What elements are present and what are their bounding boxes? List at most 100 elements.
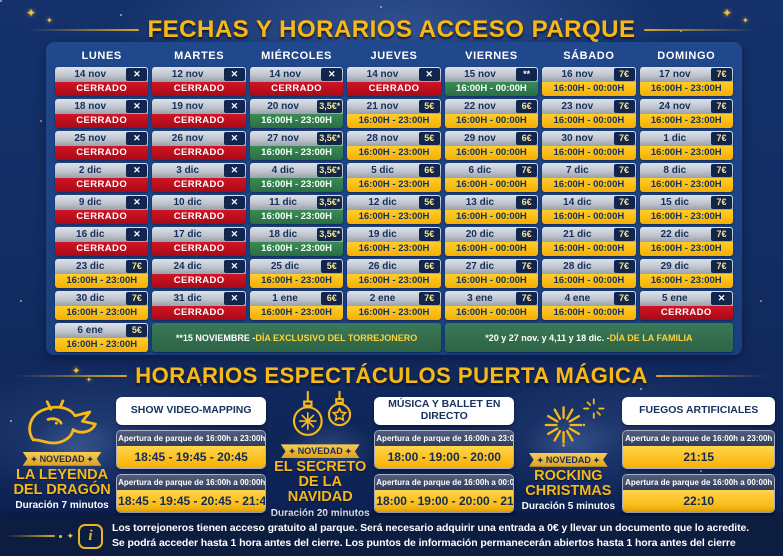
schedule-entry: Apertura de parque de 16:00h a 23:00h 18:… [374,430,515,469]
calendar-cell: 14 nov ✕ CERRADO [249,67,344,96]
novedad-label: NOVEDAD [297,446,343,457]
cell-date: 9 dic [78,197,102,208]
cell-date-bar: 14 nov ✕ [347,67,441,82]
price-badge: 7€ [126,292,148,305]
calendar-cell: 22 dic 7€ 16:00H - 23:00H [639,227,733,256]
asterisk-badge: ** [516,68,538,81]
closed-x-badge: ✕ [223,196,245,209]
show-schedule-3: FUEGOS ARTIFICIALES Apertura de parque de… [622,397,775,513]
cell-date-bar: 22 dic 7€ [639,227,733,242]
footnote-highlight: DÍA EXCLUSIVO DEL TORREJONERO [255,332,418,343]
day-header-miércoles: MIÉRCOLES [261,50,332,62]
closed-x-badge: ✕ [126,132,148,145]
cell-date: 25 dic [270,261,300,272]
opening-hours-label: 16:00H - 00:00H [542,146,636,160]
price-badge: 7€ [516,164,538,177]
opening-hours-label: 16:00H - 00:00H [444,306,539,320]
show-title-line: LA LEYENDA [16,466,109,483]
cell-date: 3 ene [467,293,493,304]
cell-date-bar: 26 dic 6€ [347,259,441,274]
calendar-cell: 4 dic 3,5€* 16:00H - 23:00H [249,163,344,192]
calendar-cell: 20 dic 6€ 16:00H - 00:00H [444,227,539,256]
day-header-viernes: VIERNES [465,50,518,62]
show-schedule-2: MÚSICA Y BALLET EN DIRECTO Apertura de pa… [374,397,515,513]
cell-date: 10 dic [173,197,202,208]
calendar-cell: 3 ene 7€ 16:00H - 00:00H [444,291,539,320]
cell-date: 15 nov [464,69,496,80]
show-title: LA LEYENDA DEL DRAGÓN [13,466,110,498]
sparkle-icon: ✦ [66,530,74,541]
schedule-header: SHOW VIDEO-MAPPING [116,397,267,425]
title-line-decoration [27,29,140,31]
closed-x-badge: ✕ [126,68,148,81]
closed-label: CERRADO [55,178,149,192]
calendar-cell: 13 dic 6€ 16:00H - 00:00H [444,195,539,224]
price-badge: 7€ [711,100,732,113]
cell-date-bar: 7 dic 7€ [542,163,636,178]
opening-hours-label: 16:00H - 23:00H [249,114,344,128]
cell-date: 27 dic [465,261,495,272]
opening-hours-label: 16:00H - 00:00H [444,146,539,160]
day-header-martes: MARTES [174,50,225,62]
cell-date: 18 dic [268,229,298,240]
calendar-cell: 12 nov ✕ CERRADO [152,67,246,96]
opening-hours-label: 16:00H - 00:00H [542,82,636,96]
cell-date: 11 dic [269,197,297,208]
footnote-highlight: DÍA DE LA FAMILIA [609,332,693,343]
schedule-entry-times: 22:10 [623,490,774,512]
calendar-cell: 22 nov 6€ 16:00H - 00:00H [444,99,539,128]
closed-x-badge: ✕ [126,228,148,241]
cell-date-bar: 14 nov ✕ [55,67,149,82]
calendar-cell: 6 ene 5€ 16:00H - 23:00H [55,323,149,352]
dragon-icon [19,399,105,451]
schedule-entry: Apertura de parque de 16:00h a 23:00h 21:… [622,430,775,469]
cell-date-bar: 6 dic 7€ [444,163,539,178]
show-title: EL SECRETO DE LA NAVIDAD [266,460,374,504]
cell-date-bar: 27 nov 3,5€* [249,131,344,146]
calendar-cell: 16 dic ✕ CERRADO [55,227,149,256]
calendar-cell: 31 dic ✕ CERRADO [152,291,246,320]
cell-date-bar: 13 dic 6€ [444,195,539,210]
info-icon: i [78,523,103,549]
cell-date-bar: 30 nov 7€ [542,131,636,146]
sparkle-icon: ✦ [84,454,94,464]
closed-x-badge: ✕ [223,260,245,273]
closed-label: CERRADO [152,274,246,288]
calendar-cell: 14 nov ✕ CERRADO [55,67,149,96]
cell-date: 6 dic [468,165,492,176]
fireworks-icon [528,398,608,452]
cell-date-bar: 21 dic 7€ [542,227,636,242]
cell-date: 12 nov [171,69,204,80]
cell-date: 19 nov [171,101,204,112]
schedule-header: MÚSICA Y BALLET EN DIRECTO [374,397,515,425]
calendar-cell: 15 nov ** 16:00H - 00:00H [444,67,539,96]
cell-date: 13 dic [465,197,495,208]
show-block-1: ✦ NOVEDAD ✦ LA LEYENDA DEL DRAGÓN Duración … [8,399,116,511]
cell-date: 22 dic [660,229,689,240]
opening-hours-label: 16:00H - 00:00H [542,210,636,224]
opening-hours-label: 16:00H - 23:00H [639,178,733,192]
closed-x-badge: ✕ [223,228,245,241]
cell-date: 4 dic [271,165,295,176]
price-badge: 6€ [418,164,440,177]
price-badge: 7€ [613,292,635,305]
calendar-cell: 25 dic 5€ 16:00H - 23:00H [249,259,344,288]
price-badge: 3,5€* [317,100,343,113]
calendar-cell: 11 dic 3,5€* 16:00H - 23:00H [249,195,344,224]
closed-x-badge: ✕ [223,292,245,305]
cell-date: 12 dic [368,197,397,208]
closed-label: CERRADO [347,82,441,96]
price-badge: 7€ [711,68,732,81]
cell-date-bar: 21 nov 5€ [347,99,441,114]
calendar-cell: 14 dic 7€ 16:00H - 00:00H [542,195,636,224]
closed-x-badge: ✕ [321,68,343,81]
sparkle-icon: ✦ [342,447,352,457]
opening-hours-label: 16:00H - 00:00H [444,82,539,96]
cell-date: 18 nov [74,101,107,112]
cell-date-bar: 20 nov 3,5€* [249,99,344,114]
opening-hours-label: 16:00H - 00:00H [444,114,539,128]
opening-hours-label: 16:00H - 23:00H [347,274,441,288]
calendar-cell: 24 dic ✕ CERRADO [152,259,246,288]
day-header-sábado: SÁBADO [563,50,615,62]
opening-hours-label: 16:00H - 23:00H [249,242,344,256]
